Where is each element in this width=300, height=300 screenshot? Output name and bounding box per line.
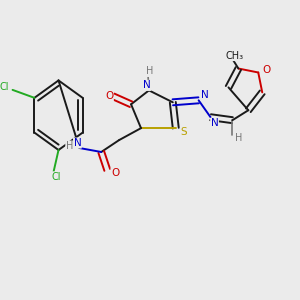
Text: O: O <box>111 168 119 178</box>
Text: H: H <box>146 67 154 76</box>
Text: N: N <box>201 90 208 100</box>
Text: N: N <box>211 118 218 128</box>
Text: CH₃: CH₃ <box>225 51 244 61</box>
Text: O: O <box>262 64 270 74</box>
Text: S: S <box>180 127 187 137</box>
Text: N: N <box>74 138 81 148</box>
Text: O: O <box>105 91 113 101</box>
Text: H: H <box>66 141 73 151</box>
Text: Cl: Cl <box>52 172 61 182</box>
Text: Cl: Cl <box>0 82 9 92</box>
Text: N: N <box>143 80 151 90</box>
Text: H: H <box>235 133 242 143</box>
